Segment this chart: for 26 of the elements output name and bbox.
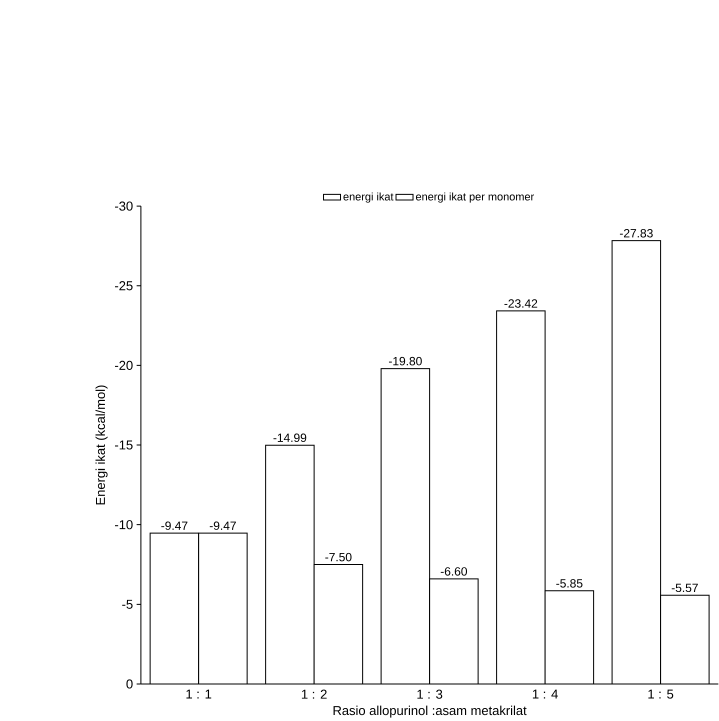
x-tick-label: 1 : 1 xyxy=(186,690,212,699)
y-tick-label: -30 xyxy=(115,202,133,211)
legend-label: energi ikat xyxy=(344,192,394,203)
y-tick-label: -5 xyxy=(122,600,133,609)
y-tick-label: -20 xyxy=(115,360,133,370)
y-tick-label: -15 xyxy=(115,440,133,450)
y-axis-title: Energi ikat (kcal/mol) xyxy=(96,385,108,504)
x-tick-label: 1 : 3 xyxy=(417,690,442,699)
x-tick-label: 1 : 5 xyxy=(648,690,674,699)
x-axis-title: Rasio allopurinol :asam metakrilat xyxy=(334,706,527,718)
y-tick-label: 0 xyxy=(126,679,133,689)
data-label: -7.50 xyxy=(325,552,352,562)
data-label: -14.99 xyxy=(274,434,306,442)
y-tick-label: -25 xyxy=(115,281,133,290)
data-label: -27.83 xyxy=(620,229,653,238)
data-label: -6.60 xyxy=(440,567,468,576)
y-tick-label: -10 xyxy=(115,520,133,530)
x-tick-label: 1 : 4 xyxy=(532,690,558,699)
data-label: -9.47 xyxy=(210,521,236,530)
legend-label: energi ikat per monomer xyxy=(416,192,534,203)
data-label: -5.85 xyxy=(556,579,583,588)
x-tick-label: 1 : 2 xyxy=(302,690,327,699)
data-label: -19.80 xyxy=(389,356,422,366)
data-label: -9.47 xyxy=(161,521,188,530)
data-label: -5.57 xyxy=(672,584,698,592)
data-label: -23.42 xyxy=(504,299,538,308)
